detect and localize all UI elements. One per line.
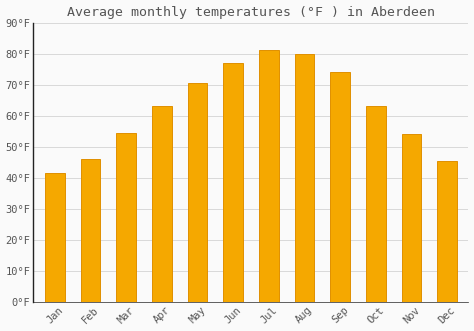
Bar: [188, 83, 207, 302]
Bar: [259, 51, 279, 302]
Bar: [330, 72, 350, 302]
Bar: [152, 107, 172, 302]
Bar: [223, 63, 243, 302]
Bar: [437, 161, 457, 302]
Bar: [81, 159, 100, 302]
Title: Average monthly temperatures (°F ) in Aberdeen: Average monthly temperatures (°F ) in Ab…: [67, 6, 435, 19]
Bar: [401, 134, 421, 302]
Bar: [116, 133, 136, 302]
Bar: [366, 107, 385, 302]
Bar: [294, 54, 314, 302]
Bar: [45, 173, 64, 302]
